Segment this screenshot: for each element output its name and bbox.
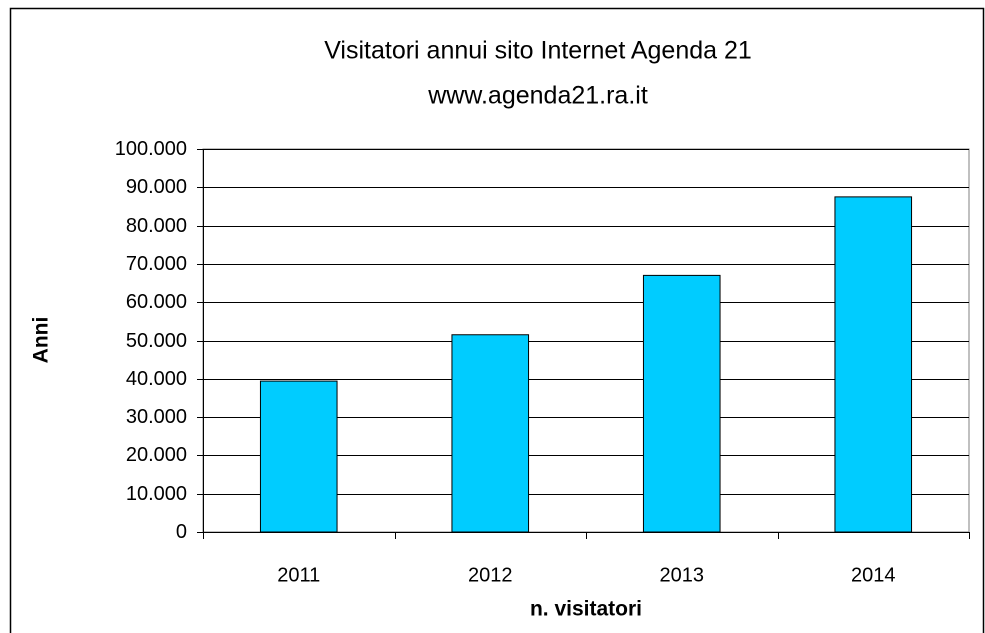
y-axis-label: Anni [30,317,53,364]
y-tick-label: 100.000 [115,138,187,160]
bar [642,274,721,533]
y-tick-label: 90.000 [126,176,187,198]
x-tick-label: 2012 [468,564,513,586]
bar [259,380,338,533]
y-tick-label: 10.000 [126,483,187,505]
x-tick-label: 2013 [660,564,705,586]
y-tick-label: 70.000 [126,253,187,275]
y-tick-label: 20.000 [126,444,187,466]
y-tick-label: 50.000 [126,330,187,352]
bar [451,334,530,533]
x-axis-label: n. visitatori [530,598,642,621]
chart-subtitle: www.agenda21.ra.it [427,82,648,110]
chart-title: Visitatori annui sito Internet Agenda 21 [324,37,752,65]
y-tick-label: 60.000 [126,291,187,313]
x-tick-label: 2014 [851,564,896,586]
x-tick-label: 2011 [277,564,320,586]
y-tick-label: 40.000 [126,368,187,390]
bar [834,196,913,533]
y-tick-label: 80.000 [126,215,187,237]
y-tick-label: 30.000 [126,406,187,428]
y-tick-label: 0 [176,521,187,543]
chart-border [9,7,985,633]
